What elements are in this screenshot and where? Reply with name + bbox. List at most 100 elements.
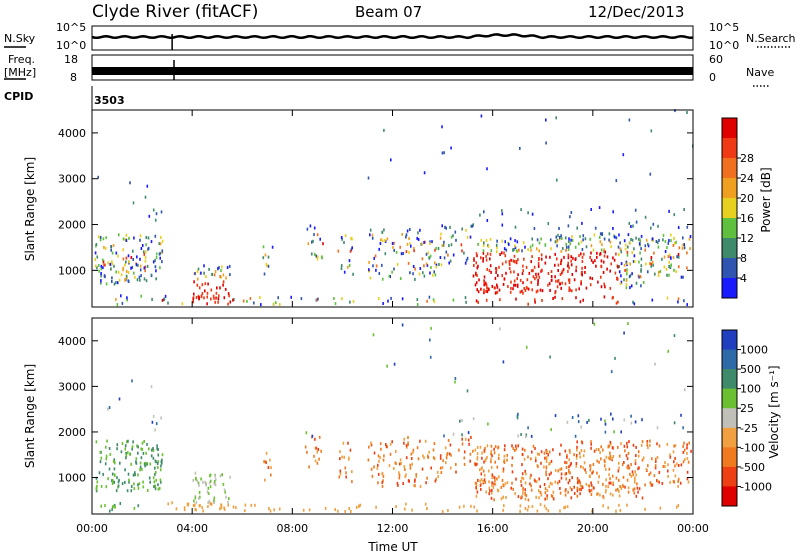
range-cell <box>494 479 496 483</box>
range-cell <box>377 472 380 476</box>
range-cell <box>673 334 676 338</box>
range-cell <box>486 252 489 256</box>
range-cell <box>133 482 135 486</box>
range-cell <box>209 474 211 478</box>
range-cell <box>246 299 248 303</box>
range-cell <box>156 462 159 465</box>
range-cell <box>521 272 524 276</box>
range-cell <box>633 247 635 251</box>
range-cell <box>367 176 370 180</box>
range-cell <box>565 472 568 475</box>
range-cell <box>531 505 534 509</box>
range-cell <box>145 279 148 283</box>
range-cell <box>522 281 524 285</box>
range-cell <box>125 454 128 458</box>
range-cell <box>623 263 626 267</box>
range-cell <box>443 240 445 244</box>
range-cell <box>581 221 583 225</box>
range-cell <box>658 471 661 474</box>
range-cell <box>592 463 595 466</box>
range-cell <box>139 234 142 238</box>
range-cell <box>429 240 431 244</box>
range-cell <box>158 242 161 246</box>
range-cell <box>142 485 145 489</box>
range-cell <box>630 225 632 228</box>
freq-unit: [MHz] <box>4 66 36 79</box>
range-cell <box>677 477 680 481</box>
range-cell <box>502 484 505 488</box>
range-cell <box>640 269 642 273</box>
range-cell <box>584 270 586 274</box>
range-cell <box>610 442 612 446</box>
range-cell <box>270 466 272 470</box>
range-cell <box>159 468 162 472</box>
freq-trace-band <box>92 67 693 75</box>
range-cell <box>497 457 500 460</box>
range-cell <box>118 397 121 401</box>
range-cell <box>513 254 516 258</box>
range-cell <box>618 253 620 257</box>
range-cell <box>312 239 314 243</box>
range-cell <box>158 486 161 490</box>
range-cell <box>514 246 517 250</box>
range-cell <box>155 212 158 216</box>
range-cell <box>476 266 479 270</box>
range-cell <box>510 280 512 284</box>
range-cell <box>410 452 413 456</box>
range-cell <box>317 297 319 301</box>
range-cell <box>113 282 116 286</box>
range-cell <box>537 262 540 265</box>
range-cell <box>445 250 448 254</box>
range-cell <box>156 444 158 448</box>
range-cell <box>560 443 562 447</box>
range-cell <box>341 455 343 459</box>
range-cell <box>524 289 527 292</box>
range-cell <box>127 451 129 455</box>
range-cell <box>398 476 401 480</box>
range-cell <box>154 218 157 222</box>
range-cell <box>154 234 157 238</box>
range-cell <box>600 285 603 289</box>
range-cell <box>571 235 573 239</box>
range-cell <box>615 252 617 256</box>
range-cell <box>404 475 407 478</box>
range-cell <box>498 453 500 457</box>
range-cell <box>538 496 540 500</box>
range-cell <box>371 233 374 237</box>
range-cell <box>229 475 231 479</box>
range-cell <box>155 269 157 273</box>
range-cell <box>687 480 690 484</box>
range-cell <box>429 271 431 275</box>
range-cell <box>132 473 135 477</box>
range-cell <box>604 250 607 254</box>
range-cell <box>682 450 685 454</box>
range-cell <box>612 210 614 214</box>
range-cell <box>570 259 572 263</box>
range-cell <box>566 420 569 424</box>
range-cell <box>145 451 147 455</box>
range-cell <box>592 260 594 264</box>
range-cell <box>508 267 511 270</box>
range-cell <box>601 243 603 247</box>
range-cell <box>139 268 142 272</box>
range-cell <box>569 471 571 475</box>
range-cell <box>472 417 475 421</box>
range-cell <box>501 209 503 213</box>
range-cell <box>262 256 265 260</box>
range-cell <box>596 251 598 255</box>
range-cell <box>614 356 616 360</box>
range-cell <box>626 270 628 273</box>
range-cell <box>634 470 636 474</box>
range-cell <box>554 291 556 295</box>
range-cell <box>470 504 472 508</box>
range-cell <box>105 454 108 458</box>
range-cell <box>661 257 663 261</box>
range-cell <box>638 238 641 241</box>
range-cell <box>144 464 146 468</box>
range-cell <box>658 238 660 242</box>
range-cell <box>505 271 507 275</box>
range-cell <box>617 445 619 449</box>
range-cell <box>97 175 99 179</box>
range-cell <box>428 295 431 299</box>
range-cell <box>348 456 350 460</box>
